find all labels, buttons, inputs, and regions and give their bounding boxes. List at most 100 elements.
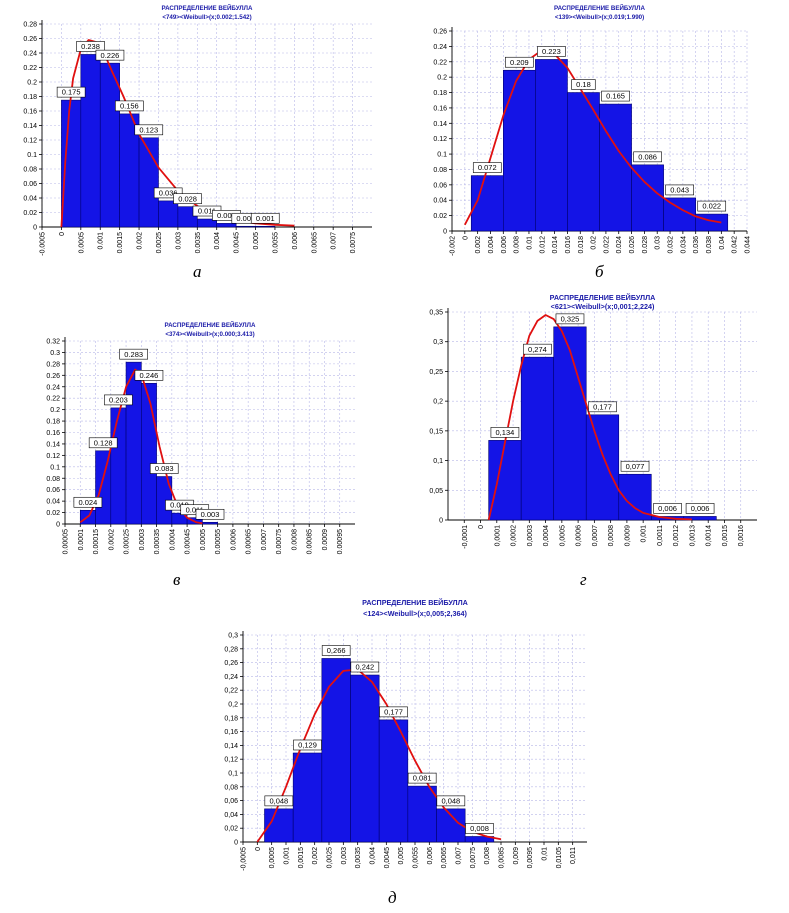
- x-tick-label: 0.0008: [291, 529, 298, 551]
- chart-svg: РАСПРЕДЕЛЕНИЕ ВЕЙБУЛЛА<621><Weibull>(x;0…: [429, 293, 757, 549]
- x-tick-label: 0.042: [732, 236, 739, 254]
- y-tick-label: 0: [33, 225, 37, 232]
- data-label: 0,134: [496, 428, 515, 437]
- x-tick-label: 0,01: [542, 847, 549, 861]
- x-tick-label: 0,0105: [556, 847, 563, 869]
- y-tick-label: 0,3: [228, 633, 238, 640]
- data-label: 0.226: [101, 51, 120, 60]
- data-label-box: [555, 313, 585, 325]
- data-label-box: [264, 795, 294, 807]
- y-tick-label: 0,1: [228, 771, 238, 778]
- chart-subtitle: <374><Weibull>(x;0.000;3.413): [165, 331, 254, 338]
- chart-subtitle: <124><Weibull>(x;0,005;2,364): [363, 609, 467, 618]
- data-label: 0.123: [139, 125, 158, 134]
- y-tick-label: 0.12: [433, 136, 447, 143]
- data-label-box: [115, 100, 144, 112]
- y-tick-label: 0.14: [46, 441, 60, 448]
- data-label-box: [665, 184, 694, 196]
- data-label: 0.024: [79, 498, 98, 507]
- chart-subtitle: <621><Weibull>(x;0,001;2,224): [551, 302, 655, 311]
- y-tick-label: 0.24: [433, 44, 447, 51]
- x-tick-label: 0.003: [175, 232, 182, 250]
- data-label: 0.028: [178, 194, 197, 203]
- y-tick-label: 0,2: [433, 399, 443, 406]
- y-tick-label: 0: [439, 518, 443, 525]
- x-tick-label: 0.01: [526, 236, 533, 250]
- y-tick-label: 0.08: [23, 167, 37, 174]
- y-tick-label: 0.14: [23, 123, 37, 130]
- data-label: 0.083: [155, 464, 174, 473]
- histogram-bar: [695, 213, 729, 232]
- y-tick-label: 0.12: [23, 138, 37, 145]
- histogram-bar: [80, 54, 101, 228]
- y-tick-label: 0.06: [46, 487, 60, 494]
- x-tick-label: 0,0075: [470, 847, 477, 869]
- histogram-bar: [567, 92, 600, 232]
- data-label: 0,077: [626, 462, 645, 471]
- histogram-bar: [99, 62, 120, 228]
- x-tick-label: 0.024: [616, 236, 623, 254]
- y-tick-label: 0.1: [27, 152, 37, 159]
- data-label: 0.001: [256, 214, 275, 223]
- data-label-box: [153, 187, 183, 199]
- y-tick-label: 0,05: [429, 488, 443, 495]
- x-tick-label: 0.034: [680, 236, 687, 254]
- data-label-box: [88, 437, 118, 449]
- weibull-curve: [487, 314, 692, 521]
- x-tick-label: -0.0005: [40, 232, 47, 256]
- histogram-bar: [196, 218, 218, 228]
- panel-letter-v: в: [173, 570, 181, 589]
- x-tick-label: 0,005: [398, 847, 405, 865]
- chart-panel-b: РАСПРЕДЕЛЕНИЕ ВЕЙБУЛЛА <139><Weibull>(x;0…: [395, 0, 789, 290]
- data-label-box: [472, 162, 502, 173]
- x-tick-label: 0.0007: [261, 529, 268, 551]
- weibull-curve: [256, 668, 502, 843]
- x-tick-label: 0.044: [745, 236, 752, 254]
- y-tick-label: 0: [443, 229, 447, 236]
- y-tick-label: 0.26: [433, 29, 447, 36]
- x-tick-label: 0,0008: [608, 525, 615, 547]
- histogram-bar: [488, 440, 522, 521]
- x-tick-label: 0.03: [655, 236, 662, 250]
- x-tick-label: 0.00095: [337, 529, 344, 554]
- x-tick-label: 0,0065: [441, 847, 448, 869]
- y-tick-label: 0.02: [23, 210, 37, 217]
- x-tick-label: 0.004: [488, 236, 495, 254]
- data-label-box: [407, 772, 437, 784]
- data-label-box: [350, 661, 380, 673]
- x-tick-label: 0.038: [706, 236, 713, 254]
- data-label-box: [293, 739, 322, 751]
- y-tick-label: 0.12: [46, 453, 60, 460]
- x-tick-label: 0: [478, 525, 485, 529]
- data-label: 0.246: [140, 371, 159, 380]
- panel-letter-b: б: [595, 262, 604, 281]
- y-tick-label: 0.2: [27, 80, 37, 87]
- histogram-bar: [407, 785, 437, 843]
- x-tick-label: 0,002: [312, 847, 319, 865]
- histogram-bar: [177, 206, 198, 228]
- x-tick-label: 0,0045: [384, 847, 391, 869]
- x-tick-label: 0,0003: [527, 525, 534, 547]
- histogram-bar: [503, 69, 536, 232]
- y-tick-label: 0.08: [46, 476, 60, 483]
- x-tick-label: 0.016: [565, 236, 572, 254]
- data-label-box: [134, 124, 164, 136]
- x-tick-label: 0.00065: [246, 529, 253, 554]
- x-tick-label: 0,0095: [527, 847, 534, 869]
- x-tick-label: 0.008: [514, 236, 521, 254]
- data-label: 0.283: [124, 350, 143, 359]
- y-tick-label: 0.22: [433, 59, 447, 66]
- x-tick-label: 0.0004: [169, 529, 176, 551]
- chart-svg: РАСПРЕДЕЛЕНИЕ ВЕЙБУЛЛА <749><Weibull>(x;0…: [23, 4, 372, 256]
- x-tick-label: 0.006: [292, 232, 299, 250]
- y-tick-label: 0,15: [429, 428, 443, 435]
- data-label: 0,177: [593, 402, 612, 411]
- data-label-box: [571, 79, 596, 90]
- data-label-box: [465, 823, 494, 834]
- chart-panel-d: РАСПРЕДЕЛЕНИЕ ВЕЙБУЛЛА <124><Weibull>(x;0…: [195, 595, 605, 913]
- data-label: 0,008: [470, 824, 489, 833]
- x-tick-label: 0,0005: [269, 847, 276, 869]
- histogram-bar: [255, 225, 276, 228]
- x-tick-label: 0.00045: [185, 529, 192, 554]
- x-tick-label: 0,0009: [624, 525, 631, 547]
